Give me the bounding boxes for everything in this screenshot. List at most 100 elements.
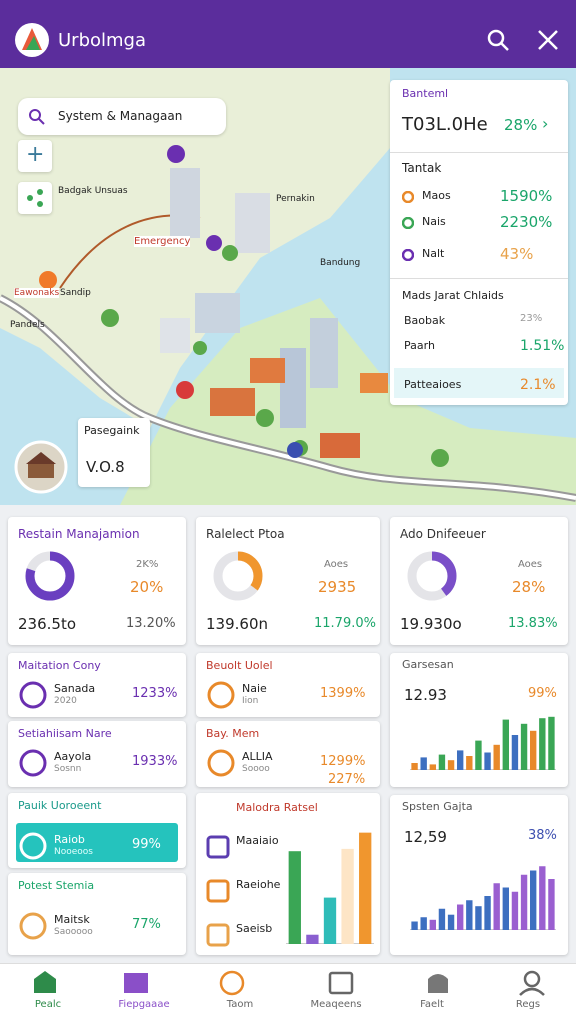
bar [323,897,337,944]
row-name: Maos [422,189,451,202]
item-value: 1399% [320,686,366,701]
row-dot [402,191,414,203]
chevron[interactable]: › [542,114,549,133]
bar-chart [410,716,556,770]
bar [429,919,437,930]
bar-chart [286,832,374,944]
zoom-in-button[interactable]: + [18,140,52,172]
card-title: Ado Dnifeeuer [400,527,486,541]
row-name: Patteaioes [404,378,462,391]
map-label: Pandels [10,320,45,330]
card-value: 2935 [318,578,357,596]
item-icon [206,879,230,903]
item-name: Raiob [54,833,85,846]
card-total: 19.930o [400,615,462,633]
bar [447,760,455,770]
map-card-title: Pasegaink [84,424,140,437]
bar [420,917,427,930]
item-sub: Soooo [242,764,270,774]
card-title: Restain Manajamion [18,527,140,541]
icon-shape [206,879,230,903]
bar [438,754,446,770]
bar [341,848,354,944]
item-name: Sanada [54,682,96,695]
map-label: Eawonaks [14,288,60,298]
bar [466,900,473,930]
map-card-value: V.O.8 [86,458,125,476]
map-card[interactable]: Pasegaink V.O.8 [78,418,150,487]
search-box[interactable]: System & Managaan [18,98,226,135]
item-name: Aayola [54,750,92,763]
stat-card[interactable] [196,517,380,645]
icon-shape [19,832,47,860]
nav-label: Taom [226,999,254,1010]
item-sub: 2020 [54,696,77,706]
card-title: Potest Stemia [18,879,95,892]
bar [484,896,491,930]
item-sub: Nooeoos [54,847,93,857]
icon-shape [19,749,47,777]
donut-arc [213,551,263,601]
item-name: Naie [242,682,267,695]
item-name: Maitsk [54,913,90,926]
row-name: Nalt [422,247,445,260]
bar [306,934,319,944]
stat-card[interactable] [8,517,186,645]
row-name: Baobak [404,314,446,327]
item-icon [19,681,47,709]
donut-arc [25,551,75,601]
row-dot [402,249,414,261]
bar-chart [410,866,556,930]
item-icon [206,923,230,947]
item-value: 1299% [320,754,366,769]
section-title: Tantak [402,161,442,175]
icon-shape [206,835,230,859]
list-card[interactable] [8,721,186,787]
item-icon [206,835,230,859]
donut-arc [407,551,457,601]
bar [475,740,482,770]
panel-label: Banteml [402,87,449,100]
side-panel: Banteml T03L.0He 28% › Tantak Mads Jarat… [390,80,568,405]
nav-icons [34,970,545,996]
nav-label: Regs [515,999,541,1010]
stat-card[interactable] [390,517,568,645]
card-total: 236.5to [18,615,77,633]
nav-label: Meaqeens [310,999,362,1010]
bar [493,883,500,930]
share-button[interactable] [18,182,52,214]
row-dot [402,217,414,229]
card-title: Setiahiisam Nare [18,727,112,740]
card-sub: 2K% [136,559,159,570]
search-icon [29,109,45,125]
chart-change: 99% [528,686,557,701]
card-sub: Aoes [518,559,543,570]
row-icon [402,249,414,261]
search-button[interactable] [486,28,510,52]
donut [213,551,263,601]
close-button[interactable] [536,28,560,52]
card-total: 139.60n [206,615,268,633]
chart-value: 12,59 [404,828,447,846]
nav-label: Fiepgaaae [118,999,170,1010]
app-title: Urbolmga [58,30,147,51]
chart-value: 12.93 [404,686,447,704]
item-value: 1933% [132,754,178,769]
item-sub: Iion [242,696,259,706]
item-icon [207,681,235,709]
bar [548,716,555,770]
bar [511,891,519,930]
icon-shape [207,749,235,777]
bar [502,719,510,770]
bar [456,904,464,930]
bar [288,851,301,944]
card-change: 13.83% [508,616,558,631]
map-label: Emergency [134,236,191,247]
icon-shape [19,912,47,940]
donut [25,551,75,601]
nav-label: Pealc [34,999,62,1010]
card-value: 20% [130,578,164,596]
nav-label: Faelt [420,999,444,1010]
row-value: 23% [520,313,543,324]
row-icon [402,217,414,229]
